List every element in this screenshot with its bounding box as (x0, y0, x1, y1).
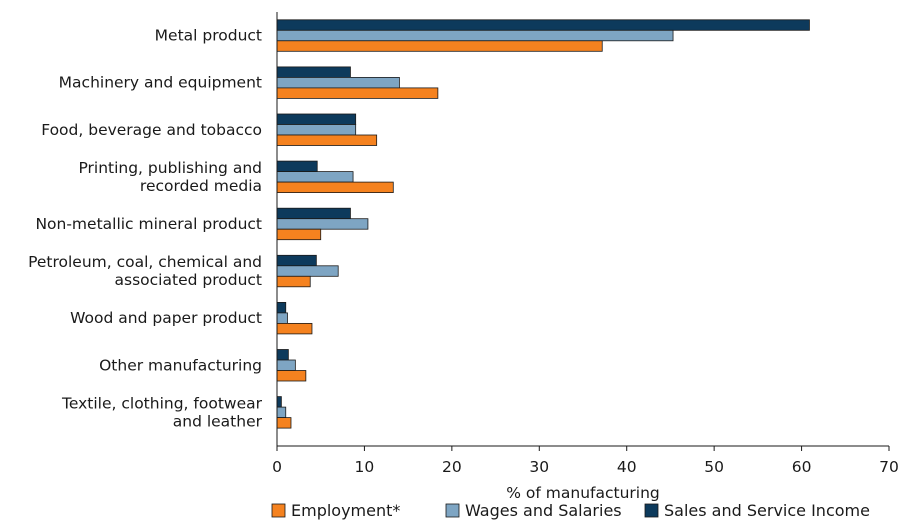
bar-sales-and-service-income-6 (277, 302, 286, 313)
x-tick-label: 40 (617, 458, 637, 476)
bar-employment-0 (277, 41, 602, 52)
bar-wages-and-salaries-7 (277, 360, 295, 371)
x-tick-label: 70 (879, 458, 899, 476)
bar-wages-and-salaries-1 (277, 77, 399, 88)
bar-employment-8 (277, 418, 291, 429)
bar-employment-2 (277, 135, 377, 146)
legend-swatch-employment (272, 504, 285, 517)
bar-employment-1 (277, 88, 438, 99)
category-label: Textile, clothing, footwear (61, 394, 263, 412)
bar-employment-4 (277, 229, 321, 240)
bar-sales-and-service-income-1 (277, 67, 350, 78)
category-label: Petroleum, coal, chemical and (28, 253, 262, 271)
bar-wages-and-salaries-6 (277, 313, 287, 324)
bar-employment-7 (277, 371, 306, 382)
bar-sales-and-service-income-8 (277, 397, 281, 408)
category-label: Non-metallic mineral product (35, 215, 262, 233)
category-label: Metal product (155, 27, 262, 45)
bar-employment-3 (277, 182, 393, 193)
x-tick-label: 20 (442, 458, 462, 476)
legend-label-wages-and-salaries: Wages and Salaries (465, 501, 622, 520)
bar-wages-and-salaries-0 (277, 30, 673, 41)
bar-wages-and-salaries-3 (277, 172, 353, 183)
x-tick-label: 0 (272, 458, 282, 476)
legend-swatch-wages-and-salaries (446, 504, 459, 517)
x-ticks: 0 10 20 30 40 50 60 70 (272, 446, 899, 476)
bar-employment-5 (277, 276, 310, 287)
x-tick-label: 30 (529, 458, 549, 476)
bar-wages-and-salaries-4 (277, 219, 368, 230)
category-label: Wood and paper product (70, 309, 262, 327)
x-tick-label: 50 (704, 458, 724, 476)
legend-label-employment: Employment* (291, 501, 400, 520)
category-label: associated product (115, 271, 262, 289)
category-label: Food, beverage and tobacco (41, 121, 262, 139)
x-axis-title: % of manufacturing (506, 484, 660, 502)
bars-layer (277, 20, 809, 428)
legend-swatch-sales-and-service-income (645, 504, 658, 517)
bar-sales-and-service-income-0 (277, 20, 809, 31)
bar-sales-and-service-income-3 (277, 161, 317, 172)
bar-sales-and-service-income-2 (277, 114, 356, 125)
legend: Employment* Wages and Salaries Sales and S… (272, 501, 870, 520)
bar-wages-and-salaries-5 (277, 266, 338, 277)
bar-wages-and-salaries-2 (277, 125, 356, 136)
bar-employment-6 (277, 323, 312, 334)
bar-sales-and-service-income-5 (277, 255, 316, 265)
category-label: and leather (173, 412, 263, 430)
bar-sales-and-service-income-7 (277, 350, 288, 361)
legend-label-sales-and-service-income: Sales and Service Income (664, 501, 870, 520)
category-label: Other manufacturing (99, 356, 262, 374)
x-tick-label: 60 (792, 458, 812, 476)
category-label: Printing, publishing and (78, 159, 262, 177)
category-labels: Metal product Machinery and equipment Food… (28, 27, 263, 431)
x-tick-label: 10 (355, 458, 375, 476)
category-label: recorded media (140, 177, 262, 195)
category-label: Machinery and equipment (59, 74, 262, 92)
bar-sales-and-service-income-4 (277, 208, 350, 219)
bar-wages-and-salaries-8 (277, 407, 286, 418)
